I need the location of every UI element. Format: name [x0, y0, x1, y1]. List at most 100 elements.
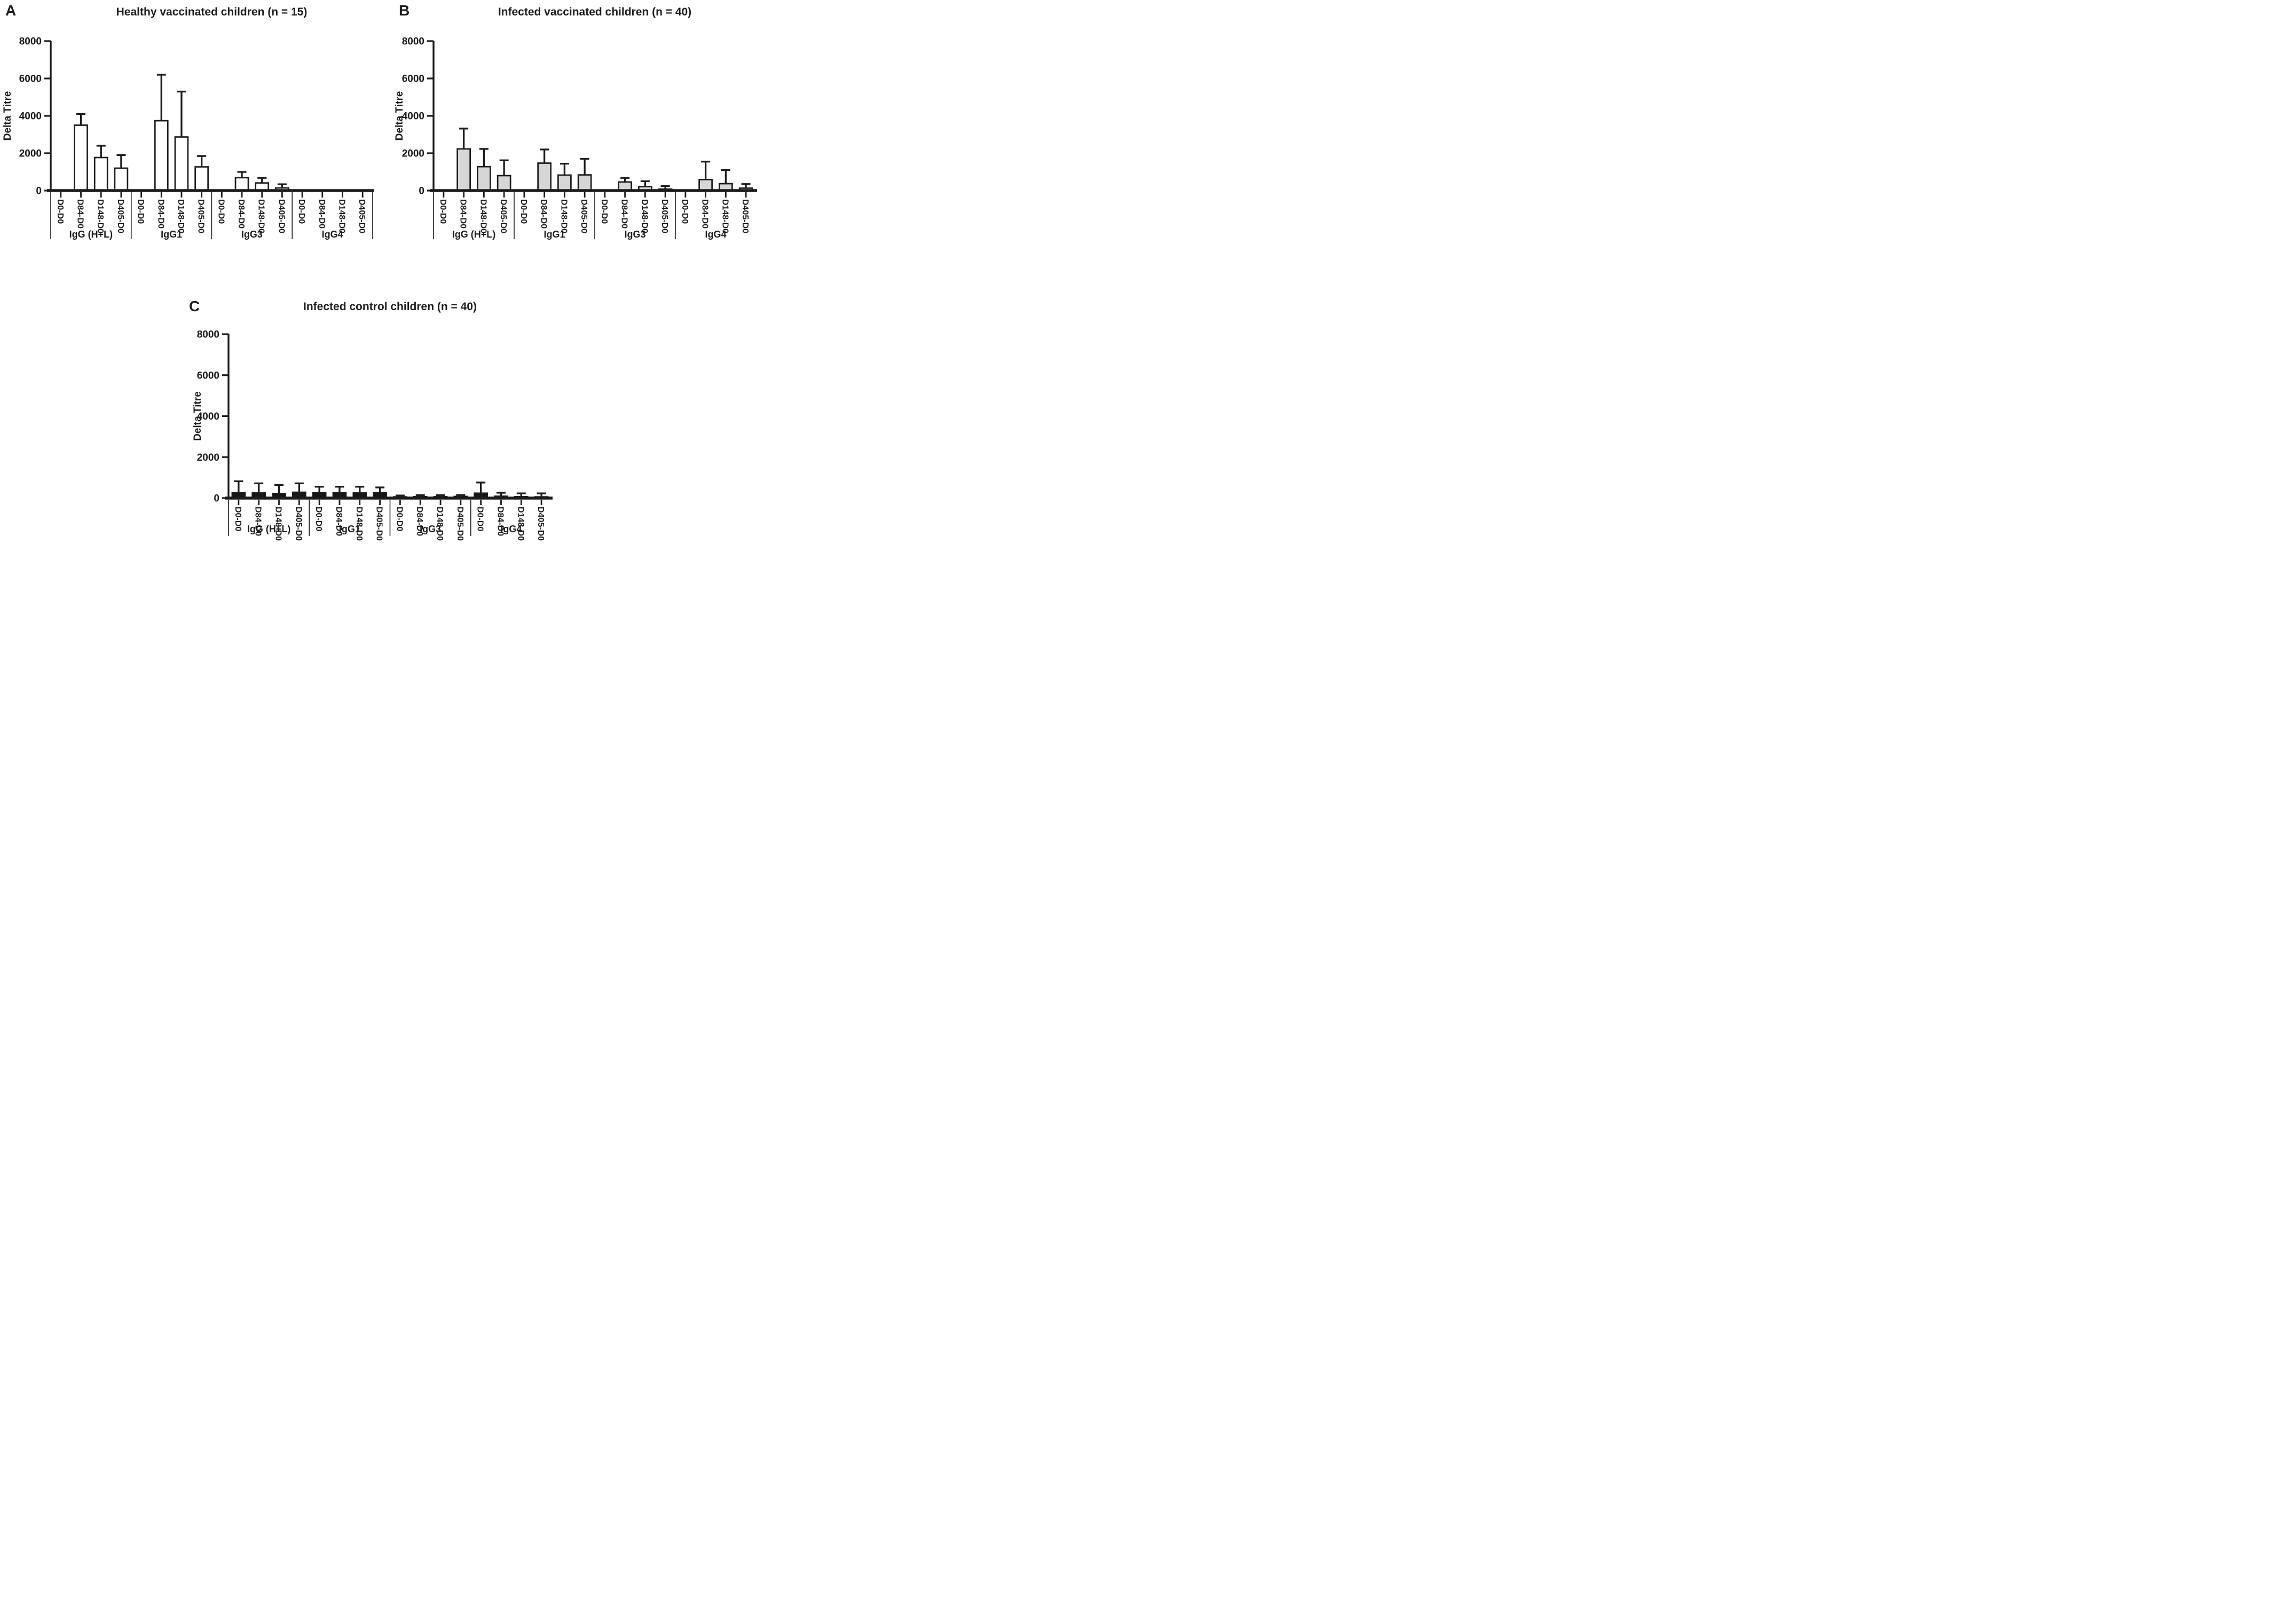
category-label: D148-D0 — [640, 199, 649, 233]
bar-IgG1-D405-D0 — [194, 166, 209, 192]
bar-IgG1-D148-D0 — [174, 136, 189, 192]
bar-IgG1-D84-D0 — [154, 120, 169, 192]
category-label: D84-D0 — [415, 507, 424, 536]
y-tick-label: 4000 — [402, 111, 424, 122]
category-label: D0-D0 — [216, 199, 225, 224]
panel-b-letter: B — [399, 2, 410, 19]
panel-a: A Healthy vaccinated children (n = 15) 0… — [0, 0, 393, 294]
group-label: IgG4 — [322, 229, 343, 240]
group-label: IgG1 — [161, 229, 182, 240]
category-label: D0-D0 — [314, 507, 323, 531]
group-label: IgG1 — [544, 229, 565, 240]
y-axis-label: Delta Titre — [192, 391, 203, 441]
category-label: D148-D0 — [355, 507, 364, 541]
panel-c-title: Infected control children (n = 40) — [303, 301, 477, 313]
panel-a-letter: A — [5, 2, 17, 19]
category-label: D148-D0 — [516, 507, 525, 541]
bar-IgG1-D405-D0 — [577, 174, 592, 192]
category-label: D0-D0 — [233, 507, 242, 531]
y-axis-label: Delta Titre — [394, 91, 405, 141]
bar-IgG (H+L)-D148-D0 — [93, 156, 108, 192]
category-label: D84-D0 — [459, 199, 468, 228]
category-label: D405-D0 — [499, 199, 508, 233]
bar-IgG4-D84-D0 — [698, 179, 713, 192]
panel-a-title: Healthy vaccinated children (n = 15) — [116, 6, 308, 18]
category-label: D148-D0 — [478, 199, 487, 233]
category-label: D405-D0 — [357, 199, 366, 233]
category-label: D405-D0 — [116, 199, 125, 233]
group-label: IgG (H+L) — [69, 229, 113, 240]
figure-three-panel-bar-charts: A Healthy vaccinated children (n = 15) 0… — [0, 0, 759, 541]
panel-c-letter: C — [189, 298, 200, 314]
group-label: IgG3 — [241, 229, 263, 240]
panel-c: C Infected control children (n = 40) 0 20… — [171, 296, 593, 541]
panel-a-chart: 0 2000 4000 6000 8000 Delta Titre IgG (H+L) D0-… — [2, 36, 374, 240]
group-label: IgG3 — [420, 524, 441, 534]
y-tick-label: 8000 — [19, 36, 42, 48]
category-label: D0-D0 — [395, 507, 404, 531]
category-label: D84-D0 — [700, 199, 710, 228]
category-label: D0-D0 — [600, 199, 609, 224]
category-label: D405-D0 — [536, 507, 545, 541]
y-tick-label: 4000 — [197, 411, 219, 422]
category-label: D405-D0 — [196, 199, 206, 233]
category-label: D148-D0 — [257, 199, 266, 233]
category-label: D84-D0 — [254, 507, 263, 536]
category-label: D0-D0 — [438, 199, 447, 224]
bar-IgG1-D84-D0 — [537, 162, 552, 192]
category-label: D84-D0 — [495, 507, 505, 536]
y-tick-label: 2000 — [19, 148, 42, 160]
bar-IgG1-D148-D0 — [557, 174, 572, 192]
bar-IgG3-D84-D0 — [234, 177, 249, 192]
category-label: D84-D0 — [76, 199, 85, 228]
category-label: D84-D0 — [334, 507, 343, 536]
group-label: IgG3 — [624, 229, 645, 240]
bar-IgG (H+L)-D148-D0 — [477, 165, 491, 192]
category-label: D148-D0 — [435, 507, 444, 541]
bar-IgG (H+L)-D84-D0 — [456, 148, 471, 192]
y-tick-label: 2000 — [402, 148, 424, 160]
category-label: D0-D0 — [297, 199, 306, 224]
category-label: D0-D0 — [519, 199, 528, 224]
category-label: D84-D0 — [620, 199, 629, 228]
y-tick-label: 8000 — [402, 36, 424, 48]
category-label: D405-D0 — [660, 199, 669, 233]
category-label: D405-D0 — [277, 199, 286, 233]
panel-b: B Infected vaccinated children (n = 40) … — [393, 0, 759, 294]
category-label: D148-D0 — [337, 199, 346, 233]
panel-c-chart: 0 2000 4000 6000 8000 Delta Titre IgG (H+L) D0-… — [192, 329, 553, 541]
y-tick-label: 8000 — [197, 329, 219, 341]
group-label: IgG4 — [500, 524, 522, 534]
category-label: D84-D0 — [237, 199, 246, 228]
y-tick-label: 0 — [419, 186, 424, 197]
y-tick-label: 0 — [36, 186, 42, 197]
category-label: D84-D0 — [156, 199, 165, 228]
category-label: D405-D0 — [375, 507, 384, 541]
category-label: D148-D0 — [559, 199, 568, 233]
category-label: D405-D0 — [455, 507, 464, 541]
panel-b-title: Infected vaccinated children (n = 40) — [498, 6, 692, 18]
group-label: IgG (H+L) — [452, 229, 496, 240]
y-tick-label: 6000 — [19, 74, 42, 85]
category-label: D405-D0 — [294, 507, 303, 541]
category-label: D148-D0 — [274, 507, 283, 541]
category-label: D405-D0 — [741, 199, 750, 233]
y-tick-label: 0 — [214, 493, 219, 504]
category-label: D148-D0 — [176, 199, 185, 233]
bar-IgG (H+L)-D405-D0 — [114, 167, 129, 192]
bar-IgG (H+L)-D84-D0 — [74, 124, 88, 192]
category-label: D0-D0 — [476, 507, 485, 531]
category-label: D0-D0 — [56, 199, 65, 224]
group-label: IgG1 — [339, 524, 360, 534]
bar-IgG (H+L)-D405-D0 — [497, 175, 511, 192]
category-label: D0-D0 — [680, 199, 689, 224]
y-tick-label: 6000 — [402, 74, 424, 85]
group-label: IgG (H+L) — [247, 524, 291, 534]
y-axis-label: Delta Titre — [2, 91, 13, 141]
category-label: D405-D0 — [579, 199, 588, 233]
y-tick-label: 4000 — [19, 111, 42, 122]
category-label: D148-D0 — [720, 199, 729, 233]
category-label: D84-D0 — [539, 199, 548, 228]
category-label: D148-D0 — [96, 199, 105, 233]
y-tick-label: 6000 — [197, 370, 219, 381]
